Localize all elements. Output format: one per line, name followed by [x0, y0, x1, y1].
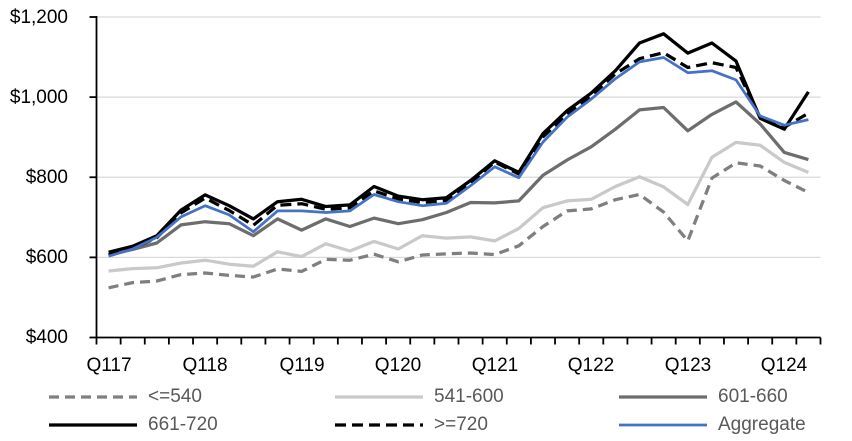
- series-line-s601-660: [108, 100, 809, 257]
- legend-item-541-600: 541-600: [334, 386, 504, 408]
- series-line-s661-720: [108, 32, 810, 254]
- y-tick-label: $1,000: [9, 87, 68, 108]
- x-tick-label: Q118: [182, 355, 228, 376]
- legend-label: 541-600: [434, 386, 504, 407]
- legend-label: 661-720: [148, 414, 218, 435]
- legend-swatch-661-720: [49, 423, 137, 427]
- x-tick-label: Q124: [760, 355, 808, 376]
- x-tick-label: Q119: [279, 355, 325, 376]
- legend-item-aggregate: Aggregate: [618, 414, 806, 436]
- legend-label: 601-660: [718, 386, 788, 407]
- y-tick-label: $800: [25, 167, 68, 188]
- legend-item-661-720: 661-720: [48, 414, 218, 436]
- legend-label: >=720: [434, 414, 488, 435]
- x-tick-label: Q122: [567, 355, 615, 376]
- series-line-aggregate: [108, 56, 809, 258]
- legend-swatch-601-660: [619, 395, 707, 399]
- legend-item-601-660: 601-660: [618, 386, 788, 408]
- x-tick-label: Q117: [86, 355, 132, 376]
- legend-swatch-le-540: [49, 395, 137, 399]
- series-line-s541-600: [108, 140, 810, 273]
- legend-swatch-ge-720: [335, 423, 423, 427]
- y-tick-label: $400: [25, 327, 68, 348]
- legend-swatch-aggregate: [619, 423, 707, 427]
- x-tick-label: Q123: [664, 355, 712, 376]
- legend-item-le-540: <=540: [48, 386, 202, 408]
- legend-label: <=540: [148, 386, 202, 407]
- x-tick-label: Q121: [471, 355, 519, 376]
- y-tick-label: $600: [25, 247, 68, 268]
- series-line-ge-720: [108, 51, 810, 257]
- y-tick-label: $1,200: [9, 7, 68, 28]
- legend-swatch-541-600: [335, 395, 423, 399]
- series-line-le-540: [108, 161, 810, 290]
- legend-label: Aggregate: [718, 414, 806, 435]
- legend-item-ge-720: >=720: [334, 414, 488, 436]
- x-tick-label: Q120: [374, 355, 422, 376]
